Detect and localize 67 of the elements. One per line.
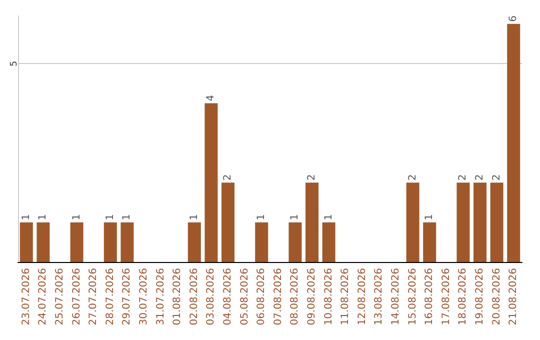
data-label: 6 [508,16,520,22]
y-tick-label: 5 [10,60,20,66]
x-tick-label: 25.07.2026 [54,268,66,326]
data-label: 2 [306,174,318,181]
data-label: 1 [104,214,116,220]
bar [255,222,268,262]
x-tick-label: 04.08.2026 [222,268,234,326]
bar [423,222,436,262]
x-tick-label: 26.07.2026 [71,268,82,326]
x-tick-label: 13.08.2026 [374,268,385,326]
x-tick-label: 31.07.2026 [155,268,166,326]
data-label: 1 [71,214,82,220]
bar [507,24,520,262]
x-tick-label: 05.08.2026 [239,268,250,326]
bar [474,182,486,262]
x-tick-label: 16.08.2026 [424,268,436,326]
data-label: 1 [424,214,436,220]
x-tick-label: 14.08.2026 [390,268,402,326]
data-label: 4 [206,94,217,102]
data-label: 1 [323,214,334,220]
bar [288,222,302,262]
bar [204,103,218,262]
x-tick-label: 10.08.2026 [323,268,334,326]
bar [322,222,336,262]
x-tick-label: 24.07.2026 [38,268,49,326]
x-tick-label: 12.08.2026 [356,268,368,326]
bar [306,182,318,262]
bar [406,182,420,262]
x-tick-label: 07.08.2026 [272,268,284,326]
data-label: 1 [20,214,32,220]
x-tick-label: 19.08.2026 [474,268,486,326]
x-tick-label: 02.08.2026 [188,268,200,326]
bar [222,182,234,262]
x-tick-label: 28.07.2026 [104,268,116,326]
x-tick-label: 08.08.2026 [290,268,301,326]
bar [36,222,50,262]
x-tick-label: 15.08.2026 [407,268,418,326]
bar [20,222,33,262]
x-tick-label: 18.08.2026 [458,268,469,326]
x-tick-label: 17.08.2026 [440,268,452,326]
data-label: 1 [290,214,301,220]
x-tick-label: 01.08.2026 [172,268,184,326]
data-label: 1 [188,214,200,220]
x-tick-label: 11.08.2026 [340,268,352,326]
data-label: 2 [458,174,469,181]
x-tick-label: 27.07.2026 [88,268,100,326]
data-label: 1 [122,214,133,220]
x-tick-label: 03.08.2026 [206,268,217,326]
data-label: 1 [38,214,49,220]
x-tick-label: 20.08.2026 [491,268,502,326]
data-label: 2 [222,174,234,181]
bar [120,222,134,262]
data-label: 1 [256,214,268,220]
x-tick-label: 30.07.2026 [138,268,150,326]
x-tick-label: 29.07.2026 [122,268,133,326]
bar [104,222,117,262]
data-label: 2 [407,174,418,181]
bar [490,182,504,262]
bar [70,222,84,262]
bar [456,182,470,262]
x-tick-label: 23.07.2026 [20,268,32,326]
x-tick-label: 09.08.2026 [306,268,318,326]
x-tick-label: 21.08.2026 [508,268,520,326]
data-label: 2 [474,174,486,181]
x-tick-label: 06.08.2026 [256,268,268,326]
bar [188,222,201,262]
data-label: 2 [491,174,502,181]
